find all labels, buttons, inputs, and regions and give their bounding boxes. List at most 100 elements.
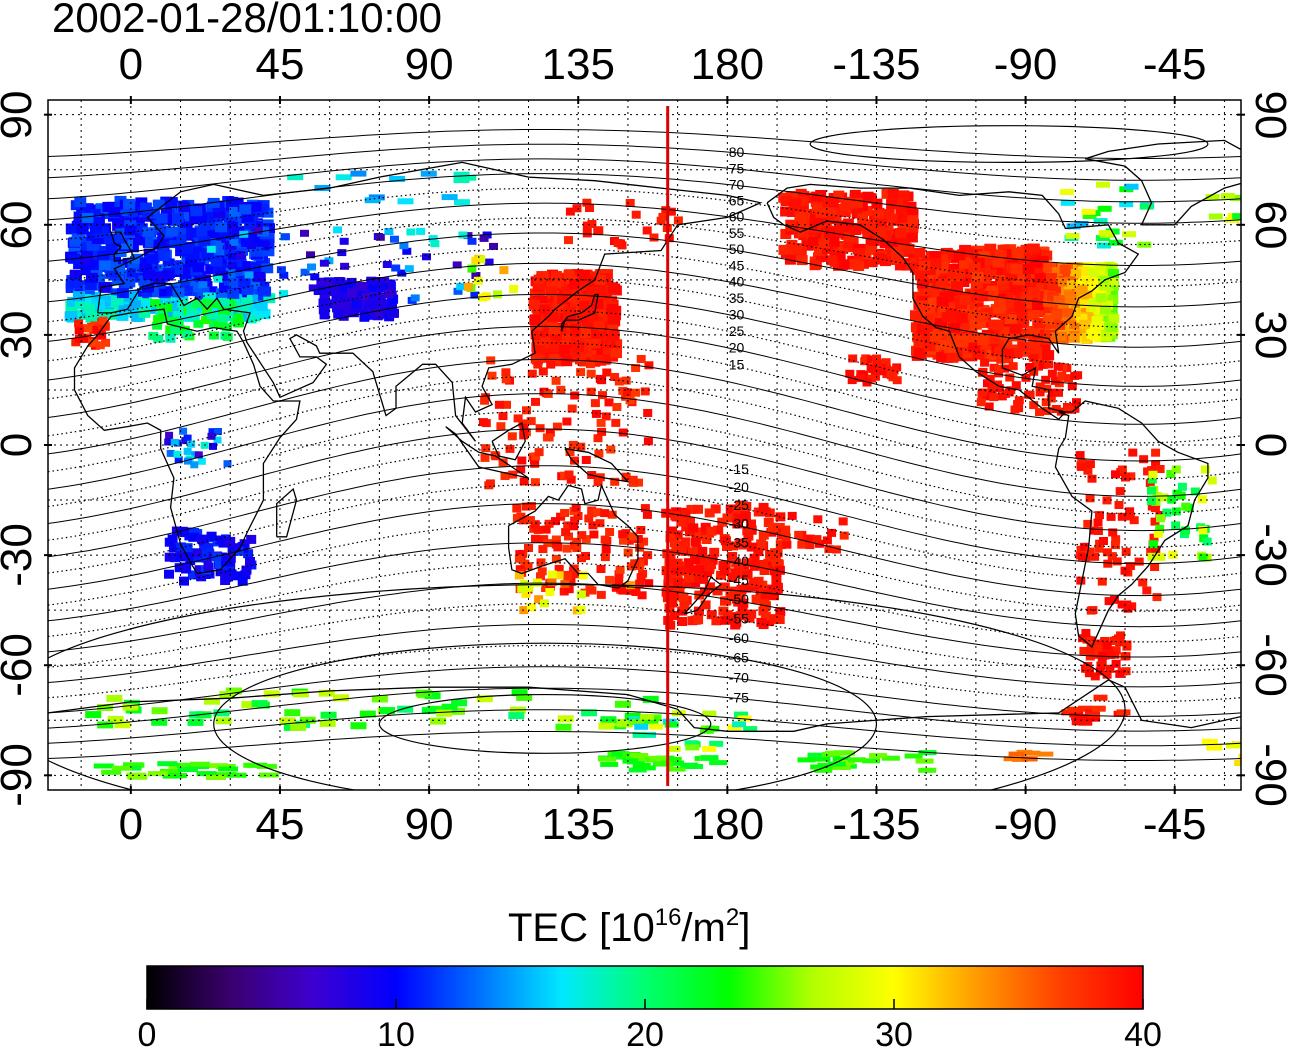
tec-cell [604,398,614,407]
tec-cell [1058,325,1070,335]
tec-cell [214,428,222,435]
tec-cell [1102,263,1114,273]
tec-cell [798,535,808,544]
tec-cell [552,422,562,431]
tec-cell [1147,502,1157,511]
tec-cell [837,760,856,766]
tec-cell [610,373,620,381]
tec-cell [594,449,604,458]
tec-cell [740,512,751,521]
tec-cell [996,355,1006,364]
tec-cell [552,278,564,289]
tec-cell [1085,652,1095,661]
tec-cell [918,305,931,316]
tec-cell [190,461,199,469]
tec-cell [576,605,586,614]
tec-cell [1027,348,1040,359]
tec-cell [951,281,964,292]
tec-cell [1120,566,1130,575]
tec-cell [350,722,367,730]
tec-cell [192,299,203,308]
tec-cell [1150,563,1160,571]
tec-cell [680,509,691,519]
tec-cell [688,547,698,557]
map-title: 2002-01-28/01:10:00 [52,0,442,41]
tick-top-label: -90 [993,40,1058,89]
tec-cell [1008,362,1018,371]
tec-cell [910,310,922,321]
tec-cell [213,320,224,329]
tec-cell [172,287,185,298]
tec-cell [849,259,861,270]
tec-cell [1086,606,1096,615]
tec-cell [186,227,198,238]
tec-cell [1060,199,1075,206]
tec-cell [1171,521,1181,530]
tec-cell [1028,338,1041,349]
tec-cell [263,690,280,698]
tec-cell [720,596,730,606]
tec-cell [537,295,549,306]
tec-cell [1102,641,1112,650]
tec-cell [1078,634,1087,643]
tec-cell [256,763,277,769]
tec-cell [564,585,574,594]
tec-cell [867,235,879,246]
contour-label: 45 [729,257,745,273]
tec-cell [106,267,119,278]
tec-cell [760,611,771,621]
tec-cell [101,309,114,320]
tec-cell [518,516,528,525]
tec-cell [976,312,989,323]
tec-cell [771,575,782,585]
tec-cell [781,525,791,534]
tec-cell [845,369,855,378]
contour-line [48,358,1241,462]
tec-cell [1100,637,1110,645]
tec-cell [1070,307,1081,317]
tec-cell [889,366,899,375]
tec-cell [680,762,699,768]
tec-cell [916,278,929,289]
tec-cell [661,206,671,215]
tec-cell [255,301,268,312]
tec-cell [1076,313,1088,323]
tec-cell [1171,465,1181,474]
tec-cell [308,284,318,292]
tec-cell [814,767,833,773]
tick-left-label: 30 [0,310,41,360]
tec-cell [947,264,960,274]
tec-cell [531,397,540,406]
tec-cell [913,248,926,258]
tec-cell [1027,326,1039,336]
tec-cell [929,331,942,342]
tec-cell [536,572,545,581]
tec-cell [500,472,510,480]
tec-cell [193,553,204,563]
tec-cell [707,555,718,565]
tec-cell [205,775,226,780]
tec-cell [1095,511,1104,520]
tec-cell [756,539,767,549]
tec-cell [690,537,701,547]
tec-cell [607,283,619,294]
tec-cell [521,502,531,511]
tec-cell [753,547,764,557]
tec-cell [148,331,159,340]
tec-cell [216,772,237,778]
tec-cell [827,528,837,537]
tec-cell [1014,301,1027,312]
tec-cell [571,503,581,512]
tec-cell [1087,474,1097,483]
tec-cell [586,287,598,298]
tec-cell [505,444,515,453]
tec-cell [165,197,178,208]
tec-cell [1051,267,1063,276]
tec-cell [1059,264,1071,274]
tick-left-label: -90 [0,743,41,808]
tec-cell [951,329,964,340]
tec-cell [733,513,744,523]
tec-cell [877,210,889,221]
tec-cell [666,207,676,216]
tec-cell [1042,384,1052,393]
